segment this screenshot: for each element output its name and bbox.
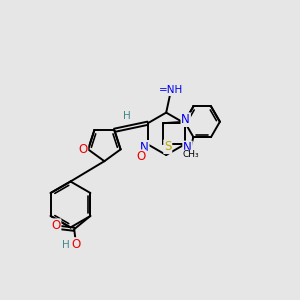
Text: O: O (51, 219, 61, 232)
Text: H: H (123, 111, 130, 122)
Text: N: N (140, 141, 149, 154)
Text: =NH: =NH (159, 85, 183, 95)
Text: H: H (62, 239, 70, 250)
Text: O: O (71, 238, 80, 251)
Text: S: S (164, 140, 172, 153)
Text: CH₃: CH₃ (182, 150, 199, 159)
Text: N: N (182, 113, 190, 126)
Text: N: N (183, 141, 192, 154)
Text: O: O (137, 150, 146, 163)
Text: O: O (78, 143, 87, 156)
